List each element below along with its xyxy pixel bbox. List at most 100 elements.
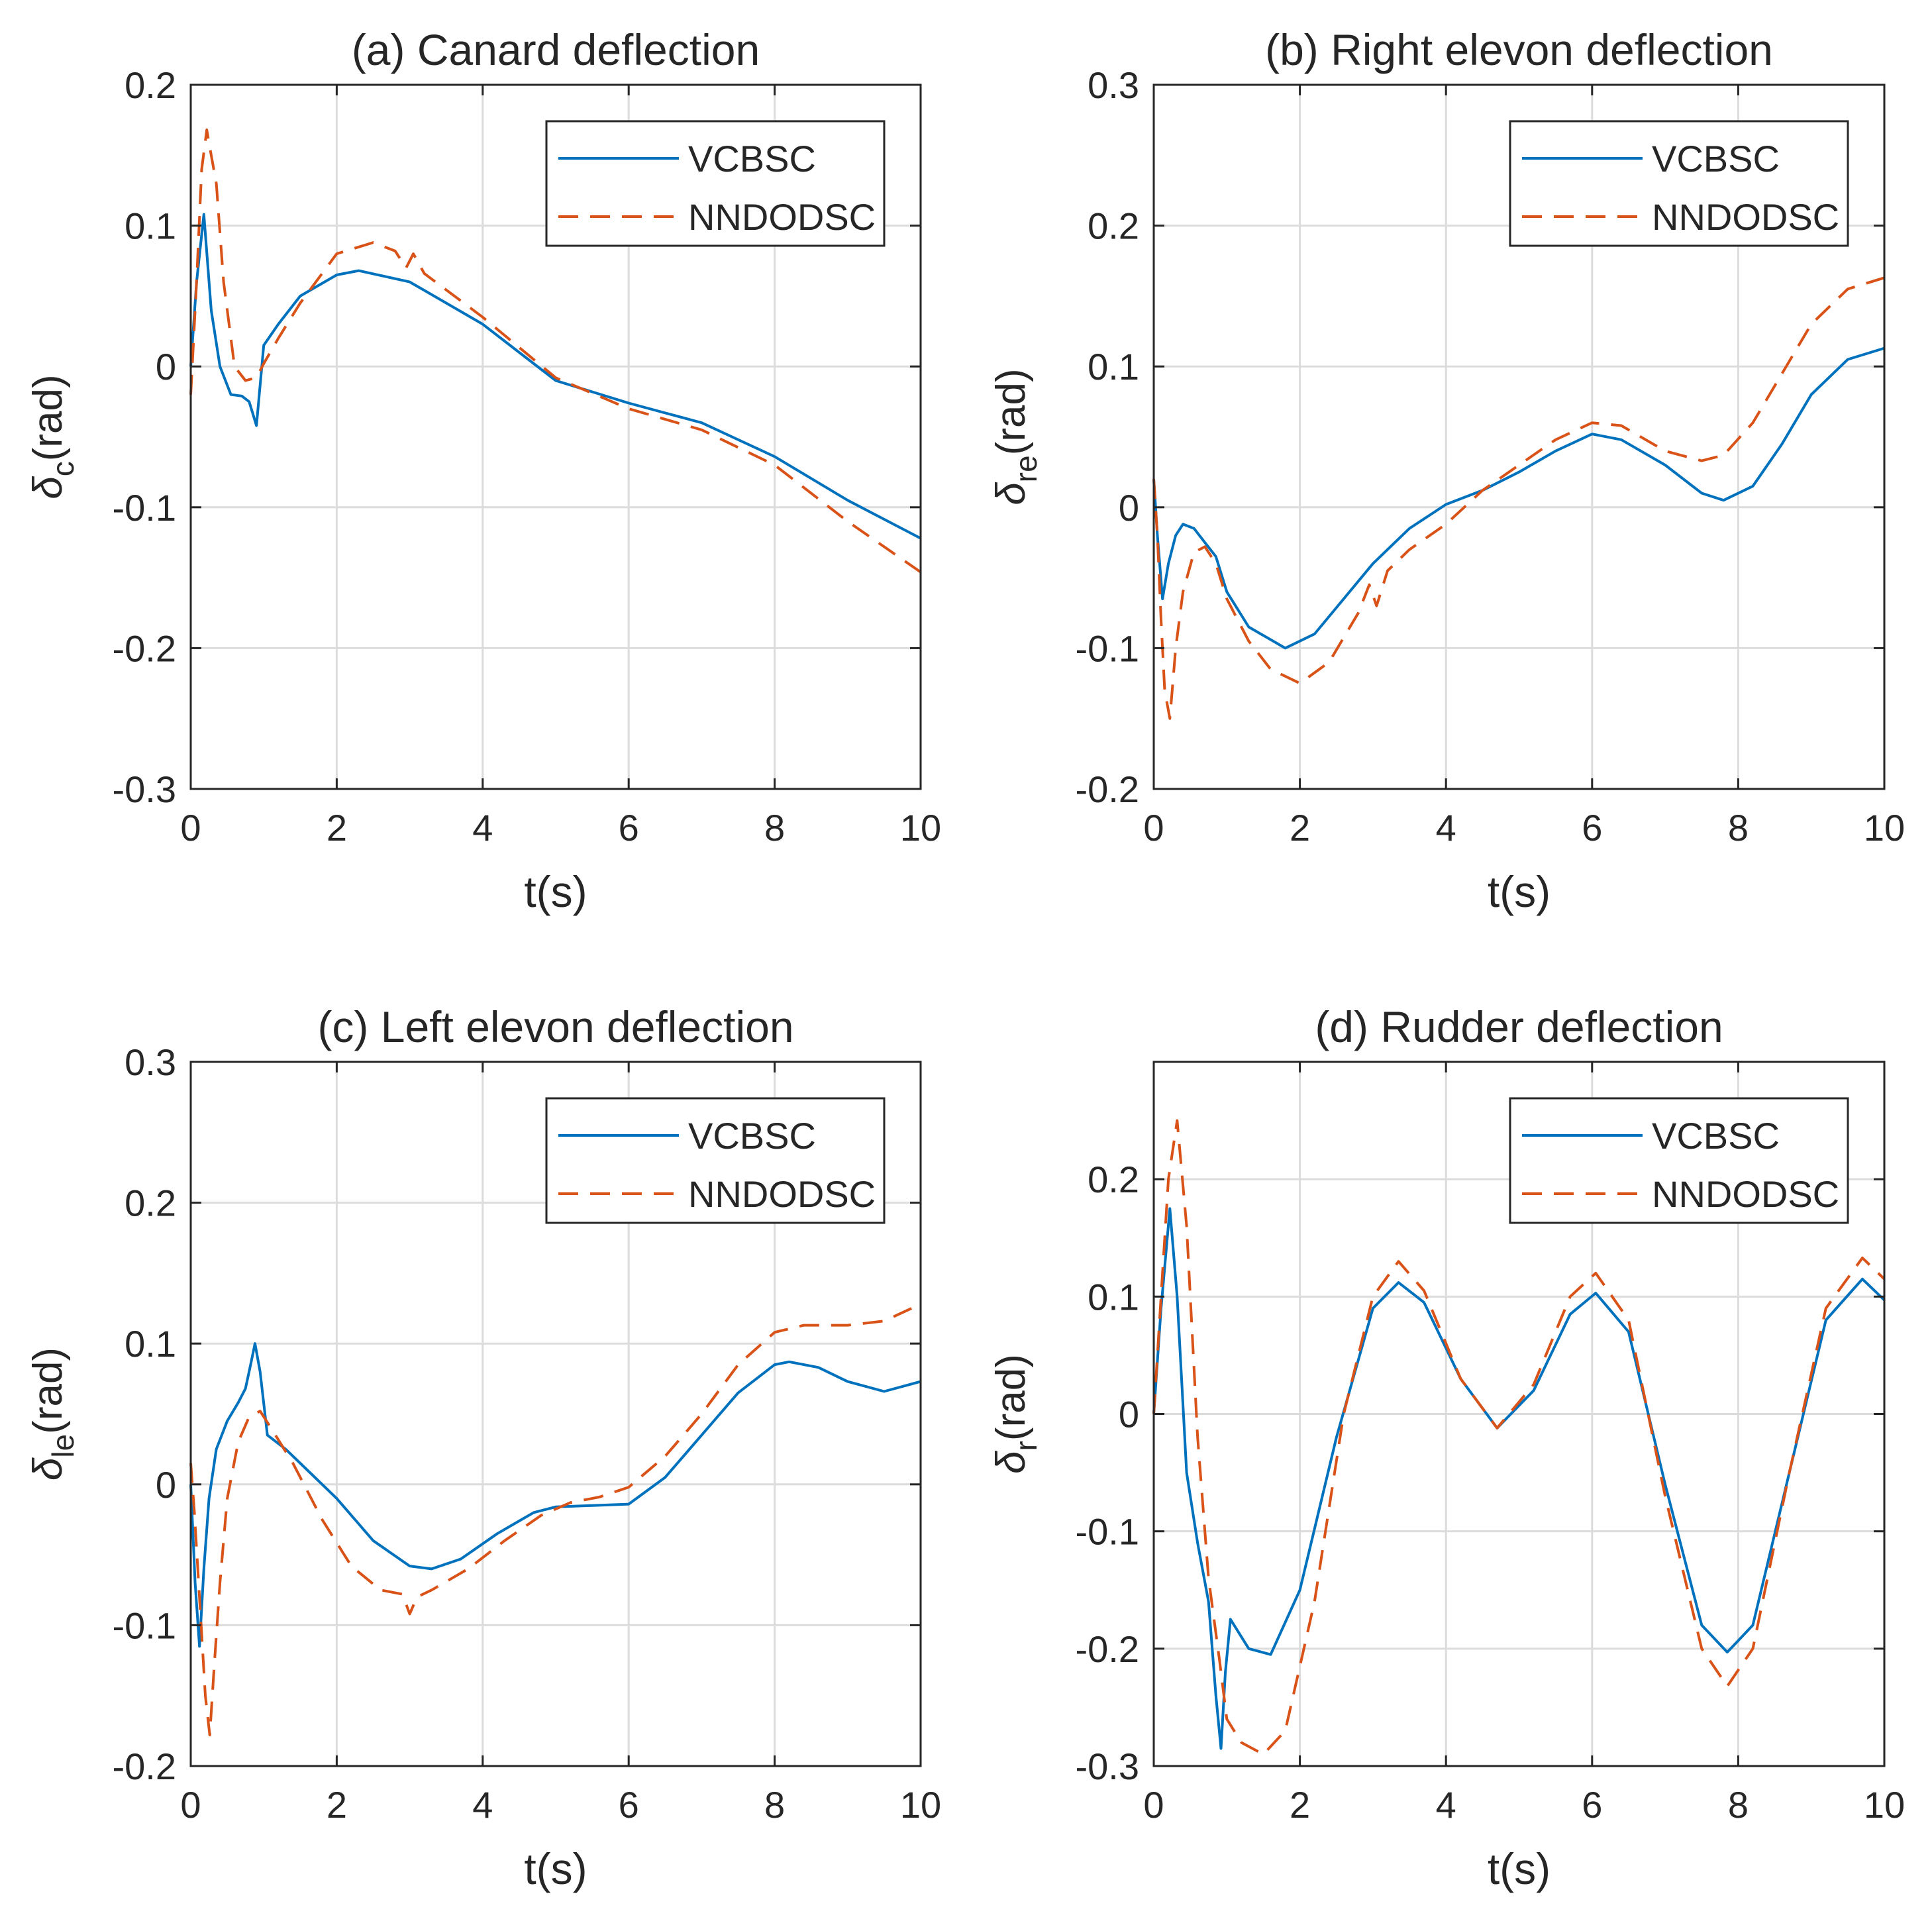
y-axis-subscript: c bbox=[46, 461, 80, 476]
y-axis-symbol: δ bbox=[988, 1451, 1034, 1474]
x-tick-label: 2 bbox=[327, 1784, 347, 1826]
legend: VCBSC NNDODSC bbox=[545, 1097, 886, 1224]
x-tick-label: 4 bbox=[1436, 807, 1456, 849]
chart-title: (b) Right elevon deflection bbox=[1265, 25, 1773, 74]
x-tick-label: 4 bbox=[472, 807, 493, 849]
x-tick-label: 0 bbox=[180, 807, 201, 849]
legend: VCBSC NNDODSC bbox=[1509, 120, 1849, 247]
y-tick-label: -0.2 bbox=[1076, 1628, 1140, 1670]
y-tick-label: 0.1 bbox=[125, 1323, 176, 1365]
y-axis-symbol: δ bbox=[988, 482, 1034, 505]
y-tick-label: 0 bbox=[156, 346, 176, 388]
y-tick-label: -0.2 bbox=[113, 627, 177, 669]
x-tick-label: 6 bbox=[619, 807, 639, 849]
y-axis-subscript: le bbox=[46, 1434, 80, 1458]
legend-label-nndodsc: NNDODSC bbox=[1652, 1173, 1839, 1215]
y-tick-label: -0.3 bbox=[1076, 1745, 1140, 1787]
y-axis-unit: (rad) bbox=[988, 1354, 1034, 1441]
x-tick-label: 8 bbox=[764, 1784, 785, 1826]
y-tick-label: -0.1 bbox=[113, 1604, 177, 1646]
y-axis-symbol: δ bbox=[25, 476, 71, 499]
legend-box bbox=[545, 120, 886, 247]
y-axis-unit: (rad) bbox=[25, 1347, 71, 1434]
x-axis-label: t(s) bbox=[1488, 867, 1551, 916]
y-tick-label: -0.2 bbox=[113, 1745, 177, 1787]
y-axis-unit: (rad) bbox=[988, 368, 1034, 455]
y-axis-label: δle(rad) bbox=[25, 1347, 80, 1481]
series-line-nndodsc bbox=[189, 129, 922, 574]
chart-title: (d) Rudder deflection bbox=[1315, 1002, 1723, 1051]
legend: VCBSC NNDODSC bbox=[1509, 1097, 1849, 1224]
y-tick-label: 0.1 bbox=[1088, 1276, 1139, 1318]
y-tick-label: 0.2 bbox=[1088, 205, 1139, 247]
x-tick-label: 0 bbox=[1143, 1784, 1164, 1826]
x-tick-label: 6 bbox=[1582, 1784, 1602, 1826]
y-tick-label: 0.3 bbox=[1088, 64, 1139, 106]
x-tick-label: 10 bbox=[900, 807, 941, 849]
series-line-nndodsc bbox=[1152, 276, 1885, 720]
y-tick-label: 0.3 bbox=[125, 1041, 176, 1083]
series-line-vcbsc bbox=[1152, 1207, 1886, 1750]
series-line-vcbsc bbox=[1152, 346, 1885, 650]
x-tick-label: 10 bbox=[1864, 1784, 1905, 1826]
y-tick-label: 0 bbox=[1119, 487, 1139, 529]
x-axis-label: t(s) bbox=[524, 867, 587, 916]
panel-canard: 0 2 4 6 8 10 -0.3 -0.2 -0.1 0 0.1 0.2 (a) Canard def… bbox=[25, 25, 941, 916]
chart-title: (c) Left elevon deflection bbox=[317, 1002, 793, 1051]
y-axis-subscript: re bbox=[1009, 455, 1043, 482]
panel-right-elevon: 0 2 4 6 8 10 -0.2 -0.1 0 0.1 0.2 0.3 (b) Right elevo… bbox=[988, 25, 1905, 916]
y-axis-symbol: δ bbox=[25, 1457, 71, 1481]
y-axis-label: δc(rad) bbox=[25, 374, 80, 499]
x-tick-label: 4 bbox=[472, 1784, 493, 1826]
y-tick-label: 0.1 bbox=[1088, 346, 1139, 388]
series-line-vcbsc bbox=[189, 1342, 921, 1648]
x-tick-label: 0 bbox=[180, 1784, 201, 1826]
x-tick-label: 6 bbox=[1582, 807, 1602, 849]
legend-box bbox=[1509, 1097, 1849, 1224]
panel-rudder: 0 2 4 6 8 10 -0.3 -0.2 -0.1 0 0.1 0.2 (d) Rudder def… bbox=[988, 1002, 1905, 1893]
legend-label-nndodsc: NNDODSC bbox=[688, 196, 876, 238]
y-axis-subscript: r bbox=[1009, 1441, 1043, 1451]
x-axis-label: t(s) bbox=[1488, 1844, 1551, 1893]
x-tick-label: 0 bbox=[1143, 807, 1164, 849]
y-axis-label: δr(rad) bbox=[988, 1354, 1043, 1474]
legend-label-vcbsc: VCBSC bbox=[1652, 138, 1780, 180]
legend-label-nndodsc: NNDODSC bbox=[1652, 196, 1839, 238]
series-line-nndodsc bbox=[1152, 1119, 1886, 1756]
x-tick-label: 10 bbox=[900, 1784, 941, 1826]
y-tick-label: -0.2 bbox=[1076, 768, 1140, 810]
y-tick-label: -0.3 bbox=[113, 768, 177, 810]
y-tick-label: 0 bbox=[156, 1464, 176, 1506]
y-tick-label: 0.2 bbox=[1088, 1159, 1139, 1200]
chart-title: (a) Canard deflection bbox=[352, 25, 760, 74]
y-tick-label: -0.1 bbox=[1076, 1511, 1140, 1553]
legend-label-vcbsc: VCBSC bbox=[688, 1115, 816, 1157]
axes-box bbox=[1152, 83, 1886, 790]
y-tick-label: -0.1 bbox=[113, 487, 177, 529]
x-tick-label: 4 bbox=[1436, 1784, 1456, 1826]
x-tick-label: 2 bbox=[1290, 1784, 1310, 1826]
axes-box bbox=[189, 83, 922, 790]
x-tick-label: 2 bbox=[327, 807, 347, 849]
x-tick-label: 6 bbox=[619, 1784, 639, 1826]
panel-left-elevon: 0 2 4 6 8 10 -0.2 -0.1 0 0.1 0.2 0.3 (c) Left elevon… bbox=[25, 1002, 941, 1893]
x-tick-label: 10 bbox=[1864, 807, 1905, 849]
legend-box bbox=[545, 1097, 886, 1224]
x-tick-label: 8 bbox=[1728, 807, 1749, 849]
legend-label-vcbsc: VCBSC bbox=[1652, 1115, 1780, 1157]
legend-box bbox=[1509, 120, 1849, 247]
y-tick-label: 0.2 bbox=[125, 1182, 176, 1224]
x-axis-label: t(s) bbox=[524, 1844, 587, 1893]
y-tick-label: 0 bbox=[1119, 1394, 1139, 1435]
y-tick-label: 0.1 bbox=[125, 205, 176, 247]
x-tick-label: 2 bbox=[1290, 807, 1310, 849]
axes-box bbox=[189, 1061, 922, 1767]
legend-label-vcbsc: VCBSC bbox=[688, 138, 816, 180]
x-tick-label: 8 bbox=[764, 807, 785, 849]
series-line-nndodsc bbox=[189, 1302, 921, 1737]
y-tick-label: 0.2 bbox=[125, 64, 176, 106]
x-tick-label: 8 bbox=[1728, 1784, 1749, 1826]
y-axis-unit: (rad) bbox=[25, 374, 71, 461]
y-tick-label: -0.1 bbox=[1076, 627, 1140, 669]
